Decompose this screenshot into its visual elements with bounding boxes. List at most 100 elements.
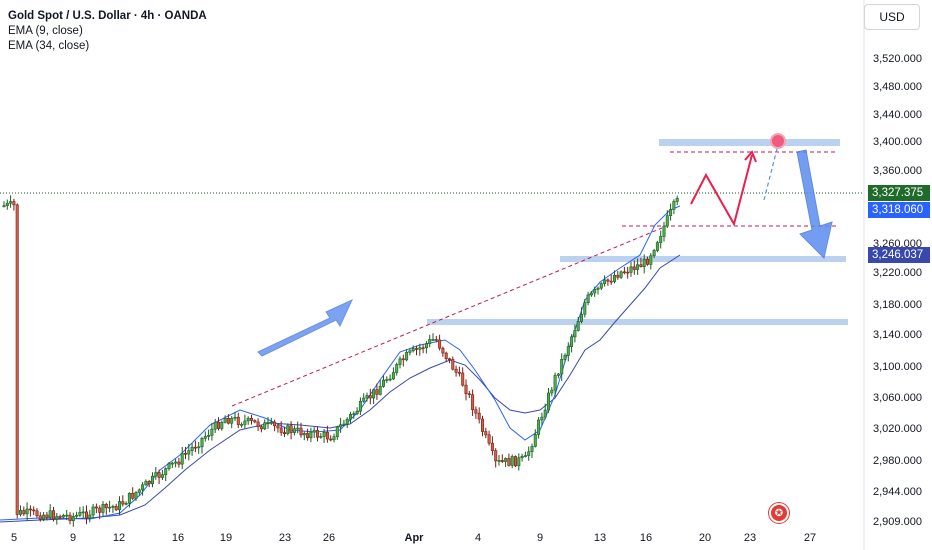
candle-body	[362, 397, 366, 402]
candle-body	[108, 506, 112, 509]
candle-body	[240, 424, 244, 426]
ema-34-line	[0, 254, 681, 523]
candle-body	[372, 389, 376, 399]
target-marker[interactable]	[770, 133, 786, 149]
candle-body	[38, 515, 42, 520]
price-tick-label: 2,909.000	[873, 516, 922, 528]
candles[interactable]	[2, 195, 679, 527]
candle-body	[296, 427, 300, 430]
symbol-title[interactable]: Gold Spot / U.S. Dollar · 4h · OANDA	[8, 10, 207, 22]
candle-body	[355, 410, 359, 414]
time-tick-label: 4	[475, 532, 481, 544]
candle-body	[144, 481, 148, 486]
ema-slow-legend[interactable]: EMA (34, close)	[8, 40, 90, 52]
candle-body	[58, 516, 62, 518]
candle-body	[263, 422, 267, 430]
candle-body	[207, 434, 211, 437]
price-axis[interactable]: 3,520.000 3,480.000 3,440.000 3,400.000 3,36…	[873, 53, 922, 528]
candle-body	[626, 271, 630, 274]
candle-body	[348, 414, 352, 420]
candle-body	[523, 455, 527, 457]
candle-body	[137, 489, 141, 493]
candle-body	[15, 204, 19, 515]
candle-body	[441, 347, 445, 354]
candle-body	[302, 433, 306, 436]
projection-zigzag[interactable]	[690, 154, 753, 227]
candle-body	[193, 446, 197, 449]
ema-slow-price-tag: 3,246.037	[868, 247, 930, 263]
candle-body	[398, 358, 402, 365]
candle-body	[461, 372, 465, 386]
trendline[interactable]	[231, 227, 663, 407]
candle-body	[408, 350, 412, 353]
candle-body	[42, 514, 46, 520]
candle-body	[269, 421, 273, 424]
candle-body	[566, 346, 570, 356]
candle-body	[507, 458, 511, 466]
candle-body	[200, 437, 204, 448]
price-tick-label: 3,400.000	[873, 136, 922, 148]
time-tick-label: 5	[11, 532, 17, 544]
ema-fast-price-tag: 3,318.060	[868, 202, 930, 218]
candle-body	[533, 434, 537, 447]
us-flag-event-icon[interactable]: ✪	[769, 503, 789, 523]
candle-body	[289, 425, 293, 433]
candle-body	[5, 202, 9, 206]
candle-body	[543, 409, 547, 418]
candle-body	[609, 280, 613, 283]
candle-body	[480, 418, 484, 432]
support-zone-lower[interactable]	[427, 319, 848, 325]
candle-body	[457, 372, 461, 374]
candle-body	[428, 339, 432, 344]
candle-body	[665, 215, 669, 227]
candle-body	[332, 436, 336, 441]
price-tick-label: 3,520.000	[873, 53, 922, 65]
time-tick-label: 26	[323, 532, 335, 544]
candle-body	[147, 481, 151, 485]
price-tick-label: 3,480.000	[873, 81, 922, 93]
candle-body	[22, 510, 26, 515]
candle-body	[669, 209, 673, 216]
candle-body	[282, 432, 286, 435]
time-tick-label: 16	[172, 532, 184, 544]
last-price-tag: 3,327.375	[868, 185, 930, 201]
candle-body	[438, 339, 442, 349]
candle-body	[167, 463, 171, 469]
time-axis[interactable]: 5 9 12 16 19 23 26 Apr 4 9 13 16 20 23 27	[11, 532, 816, 544]
candle-body	[632, 266, 636, 270]
price-tick-label: 3,060.000	[873, 392, 922, 404]
candle-body	[85, 511, 89, 519]
candle-body	[616, 274, 620, 278]
candle-body	[180, 453, 184, 465]
candle-body	[675, 198, 679, 202]
time-tick-label: 20	[699, 532, 711, 544]
candle-body	[170, 462, 174, 465]
candle-body	[325, 432, 329, 440]
downtrend-arrow[interactable]	[796, 149, 833, 259]
support-zone-upper[interactable]	[560, 256, 846, 262]
candle-body	[266, 422, 270, 424]
candle-body	[599, 283, 603, 289]
ema-fast-legend[interactable]: EMA (9, close)	[8, 25, 83, 37]
candle-body	[233, 416, 237, 419]
candle-body	[358, 400, 362, 412]
candle-body	[619, 271, 623, 278]
candle-body	[579, 313, 583, 322]
candle-body	[395, 364, 399, 373]
candle-body	[164, 468, 168, 476]
candle-body	[583, 302, 587, 315]
candle-body	[589, 292, 593, 296]
currency-button[interactable]: USD	[864, 4, 920, 30]
candle-body	[378, 386, 382, 395]
candle-body	[329, 438, 333, 441]
candle-body	[35, 510, 39, 517]
candle-body	[642, 258, 646, 267]
uptrend-arrow[interactable]	[257, 298, 354, 357]
candle-body	[649, 255, 653, 265]
resistance-zone[interactable]	[659, 139, 840, 146]
candle-body	[553, 375, 557, 391]
target-projection-line[interactable]	[763, 144, 779, 201]
candle-body	[424, 343, 428, 349]
candle-body	[61, 514, 65, 518]
